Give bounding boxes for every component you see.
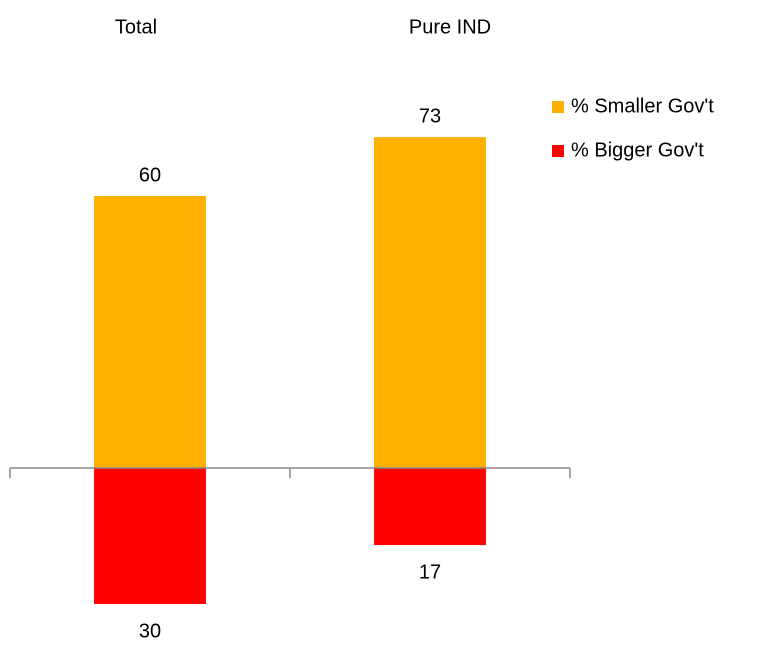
legend-label: % Smaller Gov't <box>571 95 714 117</box>
category-label: Total <box>115 16 157 38</box>
legend-swatch <box>552 101 564 113</box>
category-label: Pure IND <box>409 16 491 38</box>
value-label: 17 <box>419 561 441 583</box>
bar <box>94 468 206 604</box>
value-label: 73 <box>419 105 441 127</box>
bar <box>374 468 486 546</box>
value-label: 30 <box>139 620 161 642</box>
legend-swatch <box>552 145 564 157</box>
bar <box>374 137 486 468</box>
value-label: 60 <box>139 164 161 186</box>
legend-label: % Bigger Gov't <box>571 139 704 161</box>
bar <box>94 196 206 468</box>
